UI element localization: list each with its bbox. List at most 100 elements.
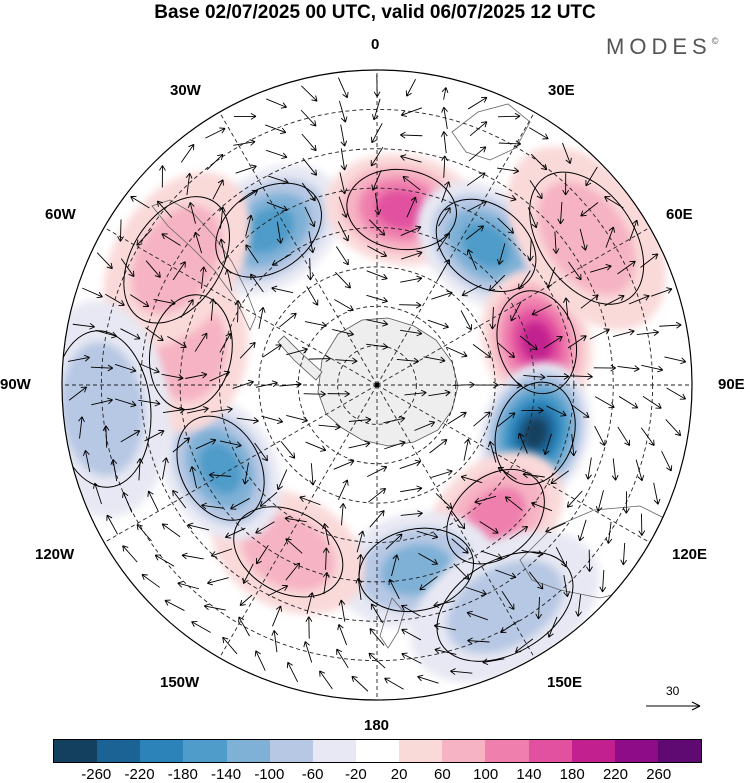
colorbar-tick-label: 180 xyxy=(559,766,585,783)
wind-arrow xyxy=(208,471,232,479)
wind-arrow xyxy=(219,332,232,353)
colorbar-tick-label: 220 xyxy=(602,766,628,783)
wind-arrow xyxy=(245,244,259,264)
meridian-line xyxy=(376,227,651,386)
wind-arrow xyxy=(367,245,388,258)
wind-arrow xyxy=(498,112,521,120)
wind-arrow xyxy=(396,357,420,365)
wind-arrow xyxy=(500,620,520,634)
wind-arrow xyxy=(400,275,423,283)
meridian-line xyxy=(376,384,651,543)
wind-arrow xyxy=(366,465,388,478)
wind-arrow xyxy=(224,527,246,539)
wind-arrow xyxy=(95,329,118,339)
wind-arrow xyxy=(440,131,448,154)
wind-arrow xyxy=(153,299,176,307)
wind-arrow xyxy=(144,429,165,442)
wind-arrow xyxy=(235,164,257,174)
wind-arrow xyxy=(401,250,423,260)
wind-arrow xyxy=(172,489,187,509)
wind-arrow xyxy=(423,356,446,364)
wind-arrow xyxy=(400,154,422,163)
wind-arrow xyxy=(585,166,598,187)
wind-arrow xyxy=(209,370,231,382)
wind-arrow xyxy=(120,328,141,340)
wind-arrow xyxy=(661,450,673,472)
anomaly-contour xyxy=(494,381,576,486)
wind-arrow xyxy=(641,364,664,373)
wind-arrow xyxy=(266,201,288,212)
colorbar-tick-label: 260 xyxy=(646,766,672,783)
wind-arrow xyxy=(285,562,300,581)
wind-arrow xyxy=(451,538,469,554)
wind-arrow xyxy=(305,616,313,639)
wind-arrow xyxy=(611,458,619,481)
wind-arrow xyxy=(543,433,552,456)
wind-arrow xyxy=(186,406,209,414)
colorbar-tick-label: -260 xyxy=(81,766,112,783)
wind-arrow xyxy=(489,307,497,330)
anomaly-level xyxy=(523,418,547,449)
wind-arrow xyxy=(441,106,448,129)
wind-arrow xyxy=(580,294,599,309)
wind-arrow xyxy=(141,574,160,588)
wind-arrow xyxy=(467,637,490,645)
wind-arrow xyxy=(401,652,422,664)
wind-arrow xyxy=(460,474,483,484)
wind-arrow xyxy=(338,196,348,218)
wind-arrow xyxy=(497,342,516,359)
contours xyxy=(62,168,645,662)
wind-arrow xyxy=(488,274,506,292)
wind-arrow xyxy=(286,661,299,683)
wind-arrow xyxy=(629,219,639,241)
wind-arrow xyxy=(189,466,198,489)
anomaly-level xyxy=(199,443,242,494)
wind-arrow xyxy=(279,312,297,328)
colorbar-swatch xyxy=(97,740,141,762)
wind-arrow xyxy=(460,310,473,331)
wind-arrow xyxy=(501,590,515,610)
reference-arrow-head xyxy=(691,701,701,711)
anomaly-contour xyxy=(358,527,475,613)
wind-arrow xyxy=(428,389,451,397)
wind-arrow xyxy=(450,668,473,675)
contour-line xyxy=(529,171,645,305)
wind-arrow xyxy=(335,271,351,289)
meridian-line xyxy=(219,111,378,386)
wind-arrow xyxy=(370,603,383,624)
wind-arrow xyxy=(147,490,159,512)
wind-arrow xyxy=(628,294,650,305)
wind-arrow xyxy=(585,457,592,480)
wind-arrow xyxy=(479,521,499,534)
wind-arrow xyxy=(465,225,485,240)
wind-arrow xyxy=(550,470,570,485)
anomaly-level xyxy=(241,513,335,591)
wind-arrow xyxy=(476,381,499,389)
wind-arrow xyxy=(337,479,349,501)
wind-arrow xyxy=(527,207,538,229)
anomaly-contour xyxy=(148,294,233,411)
wind-arrow xyxy=(305,441,327,452)
wind-arrow xyxy=(83,449,91,472)
wind-arrow xyxy=(417,674,439,684)
wind-arrow xyxy=(177,581,200,590)
wind-arrow xyxy=(529,127,549,140)
wind-arrow xyxy=(234,299,242,323)
contour-line xyxy=(62,330,152,488)
wind-arrow xyxy=(566,490,583,508)
lon-label-90e: 90E xyxy=(718,376,745,393)
colorbar-swatch xyxy=(571,740,615,762)
wind-arrow xyxy=(523,373,546,381)
colorbar-swatch xyxy=(355,740,400,762)
wind-arrow xyxy=(496,167,520,174)
wind-arrow xyxy=(322,571,330,595)
antarctica-coast xyxy=(317,317,459,447)
anomaly-level xyxy=(520,321,553,363)
wind-arrow xyxy=(665,419,682,437)
wind-arrow xyxy=(238,189,259,203)
wind-arrow xyxy=(232,379,254,389)
wind-arrow xyxy=(90,364,114,372)
wind-arrow xyxy=(338,100,348,123)
wind-arrow xyxy=(543,335,563,349)
